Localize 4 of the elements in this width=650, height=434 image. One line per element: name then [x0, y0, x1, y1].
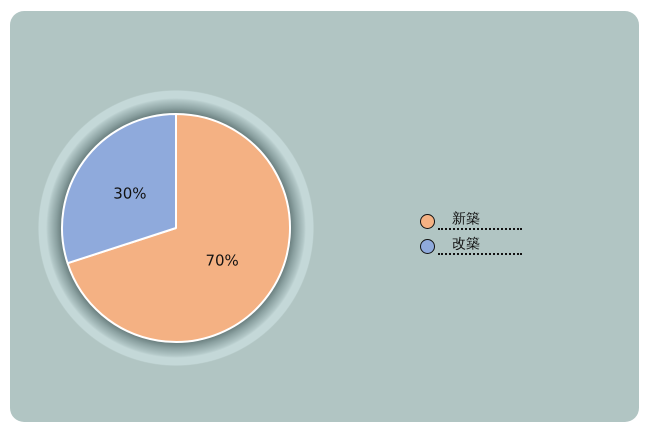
legend-label: 改築: [438, 235, 522, 255]
data-label: 70%: [205, 251, 239, 270]
data-label: 30%: [113, 184, 147, 202]
legend-label: 新築: [438, 210, 522, 230]
